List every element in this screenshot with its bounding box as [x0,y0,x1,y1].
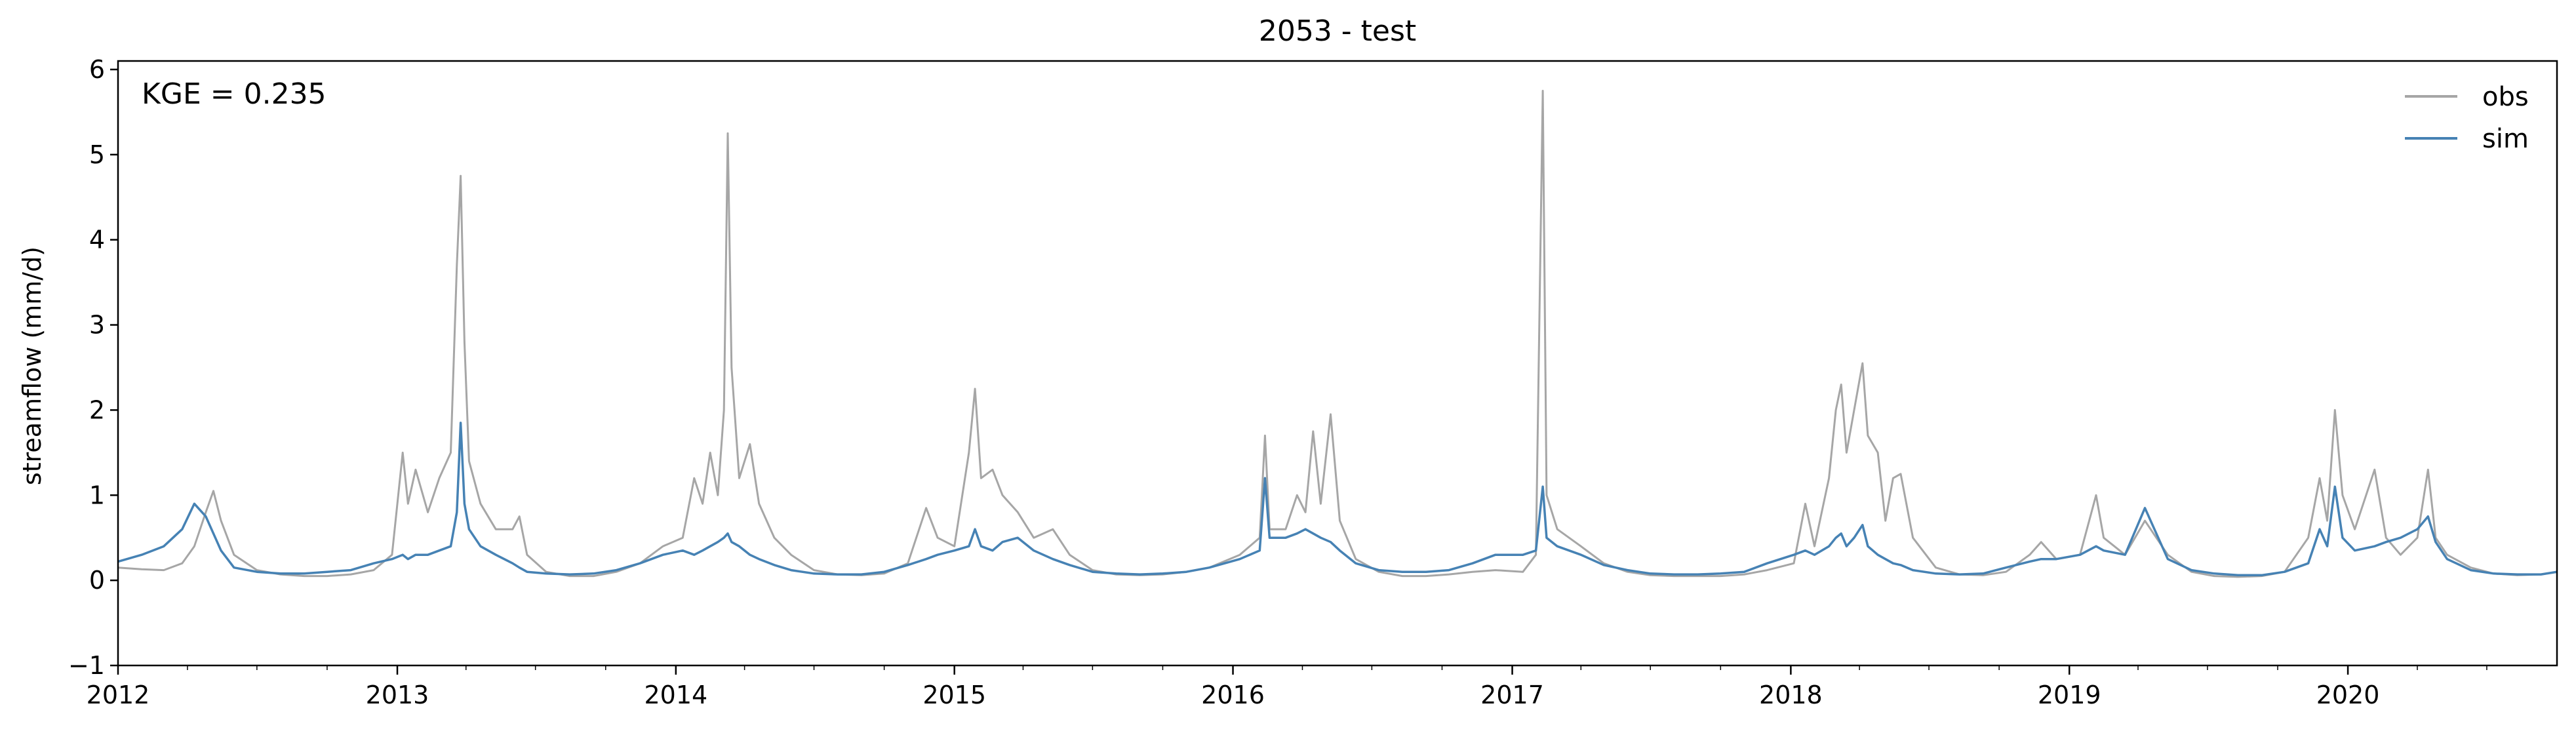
x-tick-label: 2012 [87,681,150,709]
y-tick-label: −1 [68,651,105,680]
y-tick-label: 5 [89,140,105,169]
series-line-obs [118,90,2557,578]
y-axis-label: streamflow (mm/d) [18,247,47,485]
y-tick-label: 6 [89,55,105,84]
legend-label-sim: sim [2482,124,2529,154]
y-tick-label: 2 [89,395,105,424]
y-tick-label: 1 [89,481,105,509]
x-tick-label: 2020 [2316,681,2380,709]
series-line-sim [118,422,2557,577]
x-tick-label: 2013 [366,681,429,709]
y-tick-label: 3 [89,311,105,340]
x-tick-label: 2014 [644,681,707,709]
y-tick-label: 0 [89,566,105,595]
legend-label-obs: obs [2482,82,2529,112]
x-tick-label: 2017 [1480,681,1544,709]
chart-title: 2053 - test [1259,14,1416,48]
plot-frame [117,60,2558,667]
x-tick-label: 2018 [1759,681,1823,709]
y-tick-label: 4 [89,226,105,254]
x-axis-ticks: 2012 2013 2014 2015 2016 2017 2018 2019 2020 [87,665,2487,709]
x-tick-label: 2015 [922,681,986,709]
y-axis-ticks: −1 0 1 2 3 4 5 6 [68,55,118,680]
kge-annotation: KGE = 0.235 [142,77,327,111]
x-tick-label: 2016 [1201,681,1265,709]
legend: obs sim [2405,82,2529,154]
data-series [118,90,2557,578]
x-tick-label: 2019 [2038,681,2101,709]
